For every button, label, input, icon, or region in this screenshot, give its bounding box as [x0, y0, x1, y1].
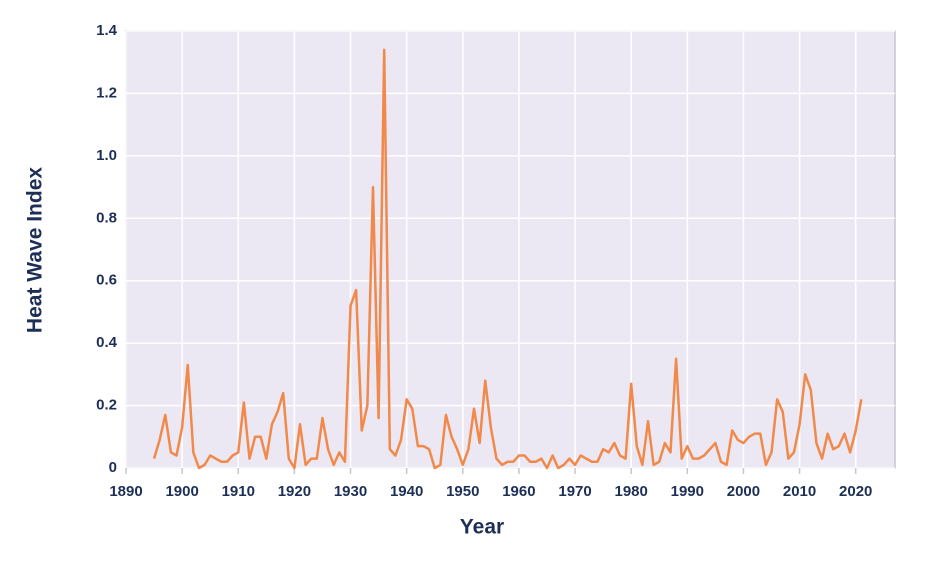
x-tick-label: 1910 — [222, 483, 255, 500]
y-tick-label: 1.2 — [96, 84, 117, 101]
x-tick-label: 1930 — [334, 483, 367, 500]
y-tick-label: 1.0 — [96, 147, 117, 164]
y-tick-label: 0.8 — [96, 209, 117, 226]
x-tick-label: 1970 — [558, 483, 591, 500]
y-tick-label: 0 — [109, 459, 117, 476]
y-tick-label: 0.4 — [96, 334, 118, 351]
x-tick-label: 1900 — [165, 483, 198, 500]
x-tick-label: 2010 — [783, 483, 816, 500]
x-tick-label: 1980 — [614, 483, 647, 500]
x-tick-label: 2000 — [727, 483, 760, 500]
y-tick-label: 1.4 — [96, 22, 118, 39]
x-tick-label: 1940 — [390, 483, 423, 500]
x-tick-label: 1890 — [109, 483, 142, 500]
y-axis-title: Heat Wave Index — [24, 167, 47, 333]
y-tick-label: 0.2 — [96, 397, 117, 414]
data-line — [152, 48, 863, 470]
x-tick-label: 1990 — [671, 483, 704, 500]
x-tick-label: 1950 — [446, 483, 479, 500]
x-axis-title: Year — [460, 516, 504, 539]
plot-area — [125, 30, 896, 469]
x-tick-label: 2020 — [839, 483, 872, 500]
x-tick-label: 1960 — [502, 483, 535, 500]
x-tick-label: 1920 — [278, 483, 311, 500]
y-tick-label: 0.6 — [96, 272, 117, 289]
